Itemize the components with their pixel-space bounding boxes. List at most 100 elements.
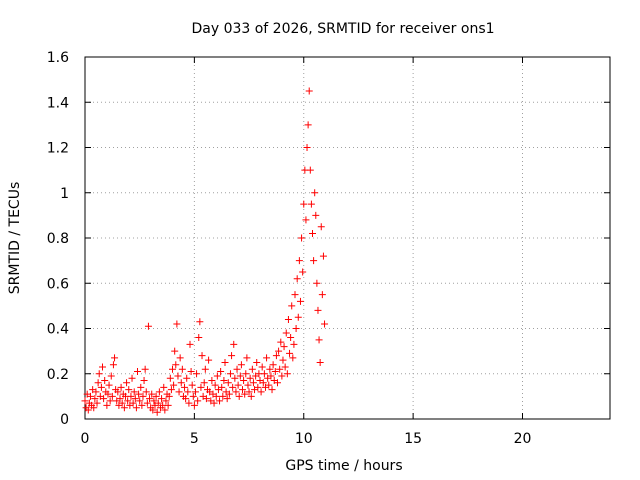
data-point bbox=[284, 315, 292, 323]
data-point bbox=[111, 354, 119, 362]
x-tick-label: 0 bbox=[81, 431, 90, 447]
data-point bbox=[97, 383, 105, 391]
data-point bbox=[230, 340, 238, 348]
data-point bbox=[296, 297, 304, 305]
data-point bbox=[269, 361, 277, 369]
data-point bbox=[84, 406, 92, 414]
data-point bbox=[304, 121, 312, 129]
y-tick-label: 1.2 bbox=[47, 141, 69, 157]
data-point bbox=[173, 320, 181, 328]
data-point bbox=[136, 397, 144, 405]
data-point bbox=[91, 395, 99, 403]
data-point bbox=[225, 390, 233, 398]
data-point bbox=[298, 234, 306, 242]
data-point bbox=[146, 395, 154, 403]
data-point bbox=[81, 397, 89, 405]
data-point bbox=[231, 374, 239, 382]
data-point bbox=[144, 322, 152, 330]
data-point bbox=[208, 377, 216, 385]
data-point bbox=[275, 347, 283, 355]
data-point bbox=[92, 388, 100, 396]
data-point bbox=[109, 361, 117, 369]
data-point bbox=[313, 279, 321, 287]
data-point bbox=[200, 379, 208, 387]
data-point bbox=[288, 302, 296, 310]
data-point bbox=[233, 365, 241, 373]
data-point bbox=[216, 397, 224, 405]
data-point bbox=[248, 365, 256, 373]
data-point bbox=[90, 404, 98, 412]
data-point bbox=[99, 363, 106, 371]
data-point bbox=[154, 399, 162, 407]
chart-title: Day 033 of 2026, SRMTID for receiver ons… bbox=[191, 21, 494, 37]
data-point bbox=[166, 374, 174, 382]
x-tick-label: 15 bbox=[404, 431, 422, 447]
data-point bbox=[260, 370, 268, 378]
data-point bbox=[164, 401, 172, 409]
data-point bbox=[294, 313, 302, 321]
data-point bbox=[239, 386, 246, 394]
data-point bbox=[181, 383, 189, 391]
data-point bbox=[198, 352, 206, 360]
x-tick-labels: 0 5 10 15 20 bbox=[81, 431, 532, 447]
data-point bbox=[290, 340, 298, 348]
data-point bbox=[259, 379, 267, 387]
data-point bbox=[103, 401, 111, 409]
y-tick-label: 0.8 bbox=[47, 231, 69, 247]
data-point bbox=[210, 399, 218, 407]
data-point bbox=[272, 352, 280, 360]
data-point bbox=[186, 340, 194, 348]
data-point bbox=[281, 363, 289, 371]
data-point bbox=[149, 406, 157, 414]
data-point bbox=[303, 144, 311, 151]
data-point bbox=[176, 354, 184, 362]
data-point bbox=[190, 401, 198, 409]
data-point bbox=[219, 392, 227, 400]
data-point bbox=[100, 395, 108, 403]
data-point bbox=[237, 361, 245, 369]
data-point bbox=[302, 216, 310, 224]
data-point bbox=[131, 395, 139, 403]
data-point bbox=[152, 392, 160, 400]
data-point bbox=[142, 388, 150, 396]
data-point bbox=[94, 379, 102, 387]
data-point bbox=[195, 334, 203, 342]
plot-frame bbox=[84, 56, 611, 420]
data-point bbox=[307, 200, 315, 208]
data-point bbox=[167, 386, 175, 394]
data-point bbox=[306, 166, 314, 174]
y-tick-label: 0.2 bbox=[47, 367, 69, 383]
data-point bbox=[218, 383, 226, 391]
data-point bbox=[120, 404, 128, 412]
data-point bbox=[318, 291, 326, 299]
data-point bbox=[266, 365, 274, 373]
data-point bbox=[134, 367, 141, 375]
data-point bbox=[276, 365, 284, 373]
y-axis-label: SRMTID / TECUs bbox=[7, 182, 23, 295]
data-point bbox=[300, 200, 308, 208]
data-point bbox=[138, 401, 146, 409]
data-point bbox=[278, 372, 286, 380]
data-point bbox=[117, 383, 125, 391]
data-point bbox=[105, 381, 113, 389]
data-point bbox=[158, 395, 166, 403]
data-point bbox=[228, 352, 236, 360]
data-point bbox=[267, 372, 275, 380]
data-point bbox=[221, 358, 229, 366]
data-point bbox=[246, 374, 254, 382]
data-point bbox=[165, 392, 173, 400]
data-point bbox=[106, 397, 114, 405]
data-point bbox=[315, 336, 323, 344]
data-point bbox=[127, 392, 135, 400]
data-points bbox=[81, 87, 329, 416]
grid-lines bbox=[85, 57, 610, 419]
data-point bbox=[271, 367, 279, 375]
data-point bbox=[187, 367, 195, 375]
data-point bbox=[184, 388, 192, 396]
y-tick-label: 1.6 bbox=[47, 50, 69, 66]
data-point bbox=[211, 381, 219, 389]
data-point bbox=[310, 257, 318, 265]
data-point bbox=[153, 408, 161, 416]
data-point bbox=[177, 379, 185, 387]
data-point bbox=[295, 257, 303, 265]
